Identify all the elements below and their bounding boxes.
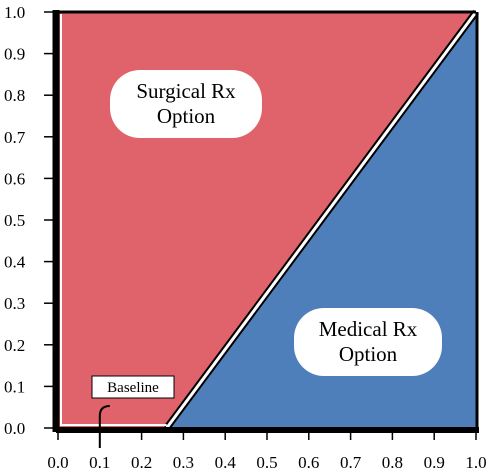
y-tick-label: 1.0 [4,3,25,22]
y-tick-label: 0.8 [4,86,25,105]
y-tick-label: 0.0 [4,419,25,438]
boundary-line [165,11,478,429]
x-tick-label: 0.0 [47,453,68,472]
y-tick-label: 0.2 [4,336,25,355]
x-tick-label: 0.4 [215,453,237,472]
y-tick-label: 0.5 [4,211,25,230]
x-tick-label: 0.9 [424,453,445,472]
x-tick-label: 0.2 [131,453,152,472]
y-tick-label: 0.4 [4,253,26,272]
axes-layer: 0.0 0.1 0.2 0.3 0.4 0.5 0.6 0.7 0.8 0.9 1.0 0.0 0.1 0… [4,3,487,472]
medical-label-bubble [294,308,442,376]
baseline-label-box [91,375,175,399]
y-tick-label: 0.3 [4,294,25,313]
y-tick-label: 0.7 [4,128,26,147]
y-tick-label: 0.9 [4,45,25,64]
surgical-label-text: Surgical Rx [136,79,236,103]
medical-label-text: Option [339,342,398,366]
x-tick-label: 0.6 [298,453,319,472]
x-tick-label: 0.7 [340,453,362,472]
surgical-label-bubble [110,70,262,138]
baseline-label: Baseline [107,380,159,396]
medical-label-text: Medical Rx [319,317,418,341]
boundary-layer [60,9,479,431]
x-tick-label: 0.1 [89,453,110,472]
x-tick-label: 0.5 [256,453,277,472]
y-tick-label: 0.6 [4,169,25,188]
x-tick-label: 0.8 [382,453,403,472]
baseline-pointer [98,405,110,448]
surgical-label-text: Option [157,104,216,128]
y-tick-label: 0.1 [4,377,25,396]
x-tick-label: 1.0 [465,453,486,472]
x-tick-label: 0.3 [173,453,194,472]
